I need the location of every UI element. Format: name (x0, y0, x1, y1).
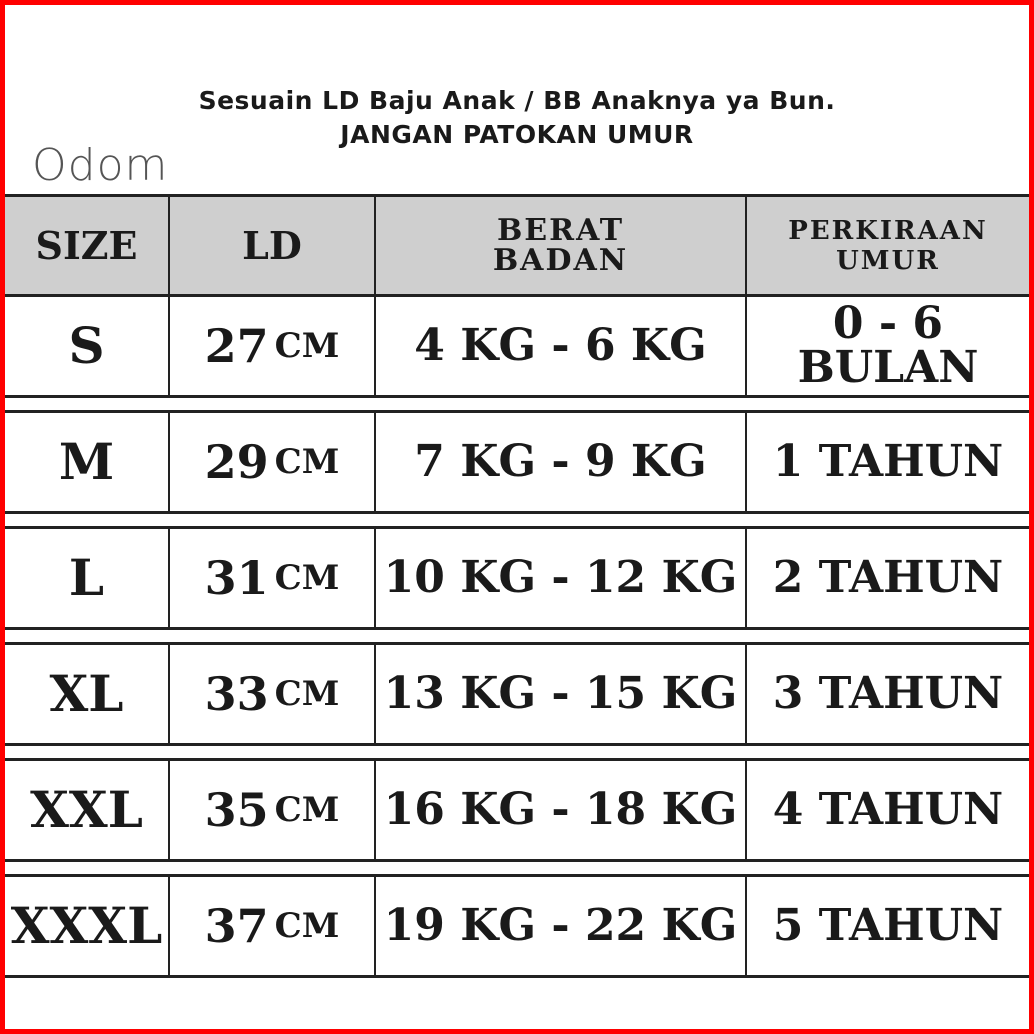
age-cell: 5 TAHUN (772, 900, 1004, 951)
size-cell: XXXL (5, 877, 170, 975)
header-line: BERAT (496, 212, 625, 248)
header-ld: LD (170, 197, 376, 294)
table-row: L 31 CM 10 KG - 12 KG 2 TAHUN (5, 526, 1029, 630)
ld-unit: CM (274, 326, 340, 366)
brand-logo: Odom (32, 140, 169, 191)
ld-cell: 27 CM (170, 297, 376, 395)
ld-value: 37 (204, 899, 269, 953)
weight-cell: 4 KG - 6 KG (376, 297, 747, 395)
ld-unit: CM (274, 906, 340, 946)
weight-cell: 10 KG - 12 KG (376, 529, 747, 627)
weight-cell: 16 KG - 18 KG (376, 761, 747, 859)
ld-cell: 35 CM (170, 761, 376, 859)
weight-cell: 19 KG - 22 KG (376, 877, 747, 975)
table-row: XXXL 37 CM 19 KG - 22 KG 5 TAHUN (5, 874, 1029, 978)
ld-unit: CM (274, 558, 340, 598)
size-cell: XL (5, 645, 170, 743)
ld-unit: CM (274, 790, 340, 830)
ld-value: 35 (204, 783, 269, 837)
notice-line-2: JANGAN PATOKAN UMUR (340, 120, 694, 149)
size-cell: M (5, 413, 170, 511)
table-row: M 29 CM 7 KG - 9 KG 1 TAHUN (5, 410, 1029, 514)
ld-value: 33 (204, 667, 269, 721)
ld-cell: 37 CM (170, 877, 376, 975)
age-cell: 0 - 6 BULAN (797, 298, 979, 393)
header-line: UMUR (836, 245, 940, 276)
table-header: SIZE LD BERAT BADAN PERKIRAAN UMUR (5, 194, 1029, 297)
ld-value: 27 (204, 319, 269, 373)
header-perkiraan-umur: PERKIRAAN UMUR (747, 197, 1029, 294)
ld-cell: 31 CM (170, 529, 376, 627)
table-row: XXL 35 CM 16 KG - 18 KG 4 TAHUN (5, 758, 1029, 862)
age-cell: 3 TAHUN (772, 668, 1004, 719)
age-cell: 1 TAHUN (772, 436, 1004, 487)
header-berat-badan: BERAT BADAN (376, 197, 747, 294)
age-cell: 4 TAHUN (772, 784, 1004, 835)
header-line: PERKIRAAN (788, 215, 988, 246)
ld-value: 31 (204, 551, 269, 605)
weight-cell: 13 KG - 15 KG (376, 645, 747, 743)
ld-unit: CM (274, 442, 340, 482)
size-cell: L (5, 529, 170, 627)
size-cell: S (5, 297, 170, 395)
weight-cell: 7 KG - 9 KG (376, 413, 747, 511)
table-row: XL 33 CM 13 KG - 15 KG 3 TAHUN (5, 642, 1029, 746)
ld-unit: CM (274, 674, 340, 714)
ld-value: 29 (204, 435, 269, 489)
table-row: S 27 CM 4 KG - 6 KG 0 - 6 BULAN (5, 294, 1029, 398)
ld-cell: 29 CM (170, 413, 376, 511)
ld-cell: 33 CM (170, 645, 376, 743)
notice-line-1: Sesuain LD Baju Anak / BB Anaknya ya Bun… (198, 86, 836, 115)
header-size: SIZE (5, 197, 170, 294)
age-cell: 2 TAHUN (772, 552, 1004, 603)
size-cell: XXL (5, 761, 170, 859)
header-line: BADAN (492, 242, 629, 278)
